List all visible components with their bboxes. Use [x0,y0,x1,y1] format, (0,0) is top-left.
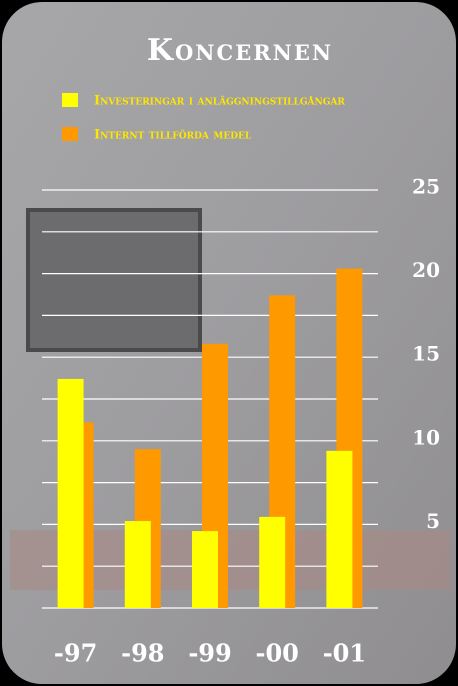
y-tick-label: 25 [412,175,440,199]
bar [326,450,353,608]
bar [57,378,84,608]
x-tick-label: -01 [323,639,366,668]
y-tick-label: 10 [412,425,440,449]
x-tick-label: -00 [256,639,299,668]
legend-swatch [62,93,78,107]
legend-label: Investeringar i anläggningstillgångar [94,94,345,109]
x-tick-label: -97 [54,639,97,668]
x-tick-label: -98 [121,639,164,668]
photo-window [26,208,202,352]
bar [124,521,151,608]
y-tick-label: 20 [412,258,440,282]
bar [192,531,218,608]
legend-swatch [62,127,78,141]
y-tick-label: 15 [412,342,440,366]
chart-title: Koncernen [147,33,333,68]
legend-label: Internt tillförda medel [94,128,252,143]
bar [259,516,286,608]
y-tick-label: 5 [426,509,440,533]
x-tick-label: -99 [188,639,231,668]
